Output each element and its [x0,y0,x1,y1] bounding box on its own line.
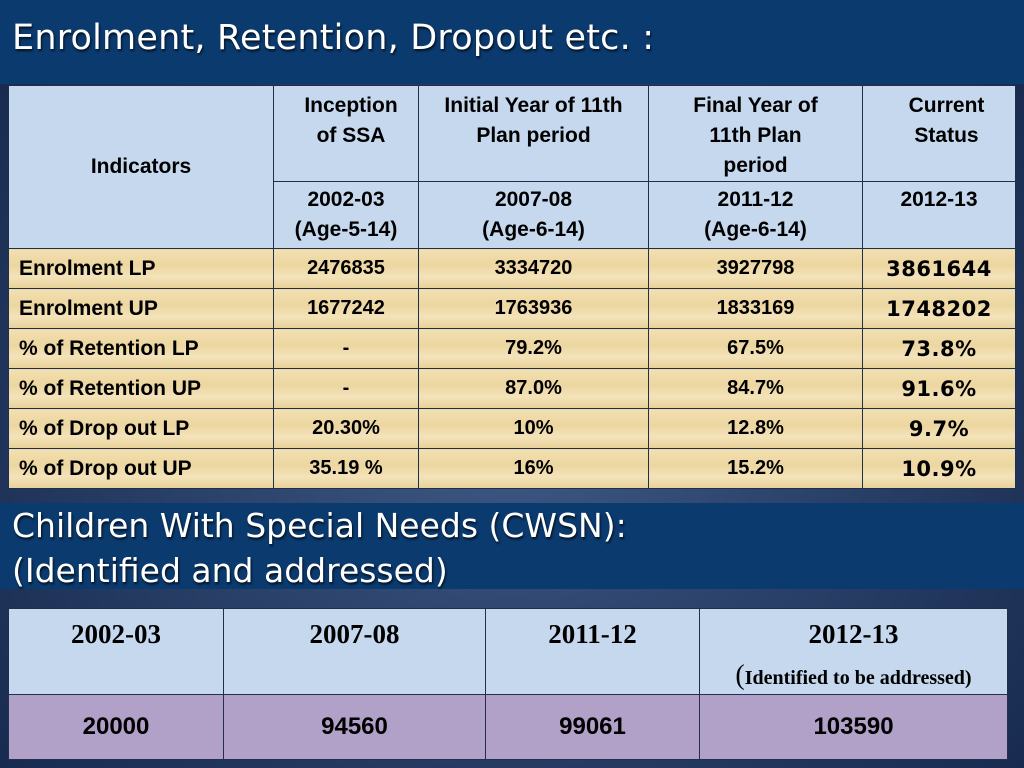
cell-current: 73.8% [862,328,1016,369]
cell-current: 9.7% [862,408,1016,449]
row-label: % of Retention LP [8,328,274,369]
cwsn-year: 2011-12 [485,608,700,695]
cell-current: 3861644 [862,248,1016,289]
slide-title: Enrolment, Retention, Dropout etc. : [12,18,655,58]
cell: 20.30% [273,408,419,449]
cell: - [273,328,419,369]
table-row: % of Drop out LP 20.30% 10% 12.8% 9.7% [8,408,1016,449]
cwsn-value: 99061 [485,694,700,760]
period-year: 2007-08 (Age-6-14) [418,181,649,249]
row-label: % of Drop out UP [8,448,274,489]
cwsn-value: 20000 [8,694,224,760]
cell-current: 91.6% [862,368,1016,409]
period-header: Inception of SSA [273,85,419,182]
period-header: Current Status [862,85,1016,182]
title-banner: Enrolment, Retention, Dropout etc. : [0,0,1024,84]
cell: 84.7% [648,368,863,409]
row-label: % of Retention UP [8,368,274,409]
row-label: Enrolment LP [8,248,274,289]
cell: 67.5% [648,328,863,369]
table-header-row: Indicators Inception of SSA Initial Year… [8,85,1016,249]
cwsn-year-label: 2012-13 [808,619,899,649]
table-year-row: 2002-03 (Age-5-14) 2007-08 (Age-6-14) 2011… [9,181,1016,249]
cwsn-value-row: 20000 94560 99061 103590 [8,694,1008,760]
cell: 12.8% [648,408,863,449]
indicators-header: Indicators [8,85,274,249]
cell: 1677242 [273,288,419,329]
cwsn-year: 2002-03 [8,608,224,695]
row-label: % of Drop out LP [8,408,274,449]
period-year: 2012-13 [862,181,1016,249]
cell: 16% [418,448,649,489]
cell: 15.2% [648,448,863,489]
cwsn-table: 2002-03 2007-08 2011-12 2012-13 (Identif… [8,608,1008,760]
cell: - [273,368,419,409]
period-header: Final Year of 11th Plan period [648,85,863,182]
cwsn-year: 2007-08 [223,608,486,695]
table-row: % of Retention UP - 87.0% 84.7% 91.6% [8,368,1016,409]
enrolment-table: Indicators Inception of SSA Initial Year… [8,85,1016,489]
cwsn-year-row: 2002-03 2007-08 2011-12 2012-13 (Identif… [8,608,1008,695]
cwsn-banner: Children With Special Needs (CWSN): (Ide… [0,503,1024,590]
period-header: Initial Year of 11th Plan period [418,85,649,182]
table-row: Enrolment LP 2476835 3334720 3927798 386… [8,248,1016,289]
cell-current: 10.9% [862,448,1016,489]
cell: 3334720 [418,248,649,289]
cwsn-note: (Identified to be addressed) [735,660,972,691]
table-row: Enrolment UP 1677242 1763936 1833169 174… [8,288,1016,329]
cell: 10% [418,408,649,449]
cell: 3927798 [648,248,863,289]
period-year: 2011-12 (Age-6-14) [648,181,863,249]
period-year: 2002-03 (Age-5-14) [273,181,419,249]
table-row: % of Retention LP - 79.2% 67.5% 73.8% [8,328,1016,369]
cell: 87.0% [418,368,649,409]
cell: 2476835 [273,248,419,289]
cell: 79.2% [418,328,649,369]
cwsn-value: 94560 [223,694,486,760]
cwsn-subtitle: (Identified and addressed) [12,551,448,590]
cell: 1833169 [648,288,863,329]
cwsn-title: Children With Special Needs (CWSN): [12,506,627,545]
table-row: % of Drop out UP 35.19 % 16% 15.2% 10.9% [8,448,1016,489]
cell: 35.19 % [273,448,419,489]
cwsn-value: 103590 [699,694,1008,760]
cell-current: 1748202 [862,288,1016,329]
cwsn-year-current: 2012-13 (Identified to be addressed) [699,608,1008,695]
cell: 1763936 [418,288,649,329]
row-label: Enrolment UP [8,288,274,329]
